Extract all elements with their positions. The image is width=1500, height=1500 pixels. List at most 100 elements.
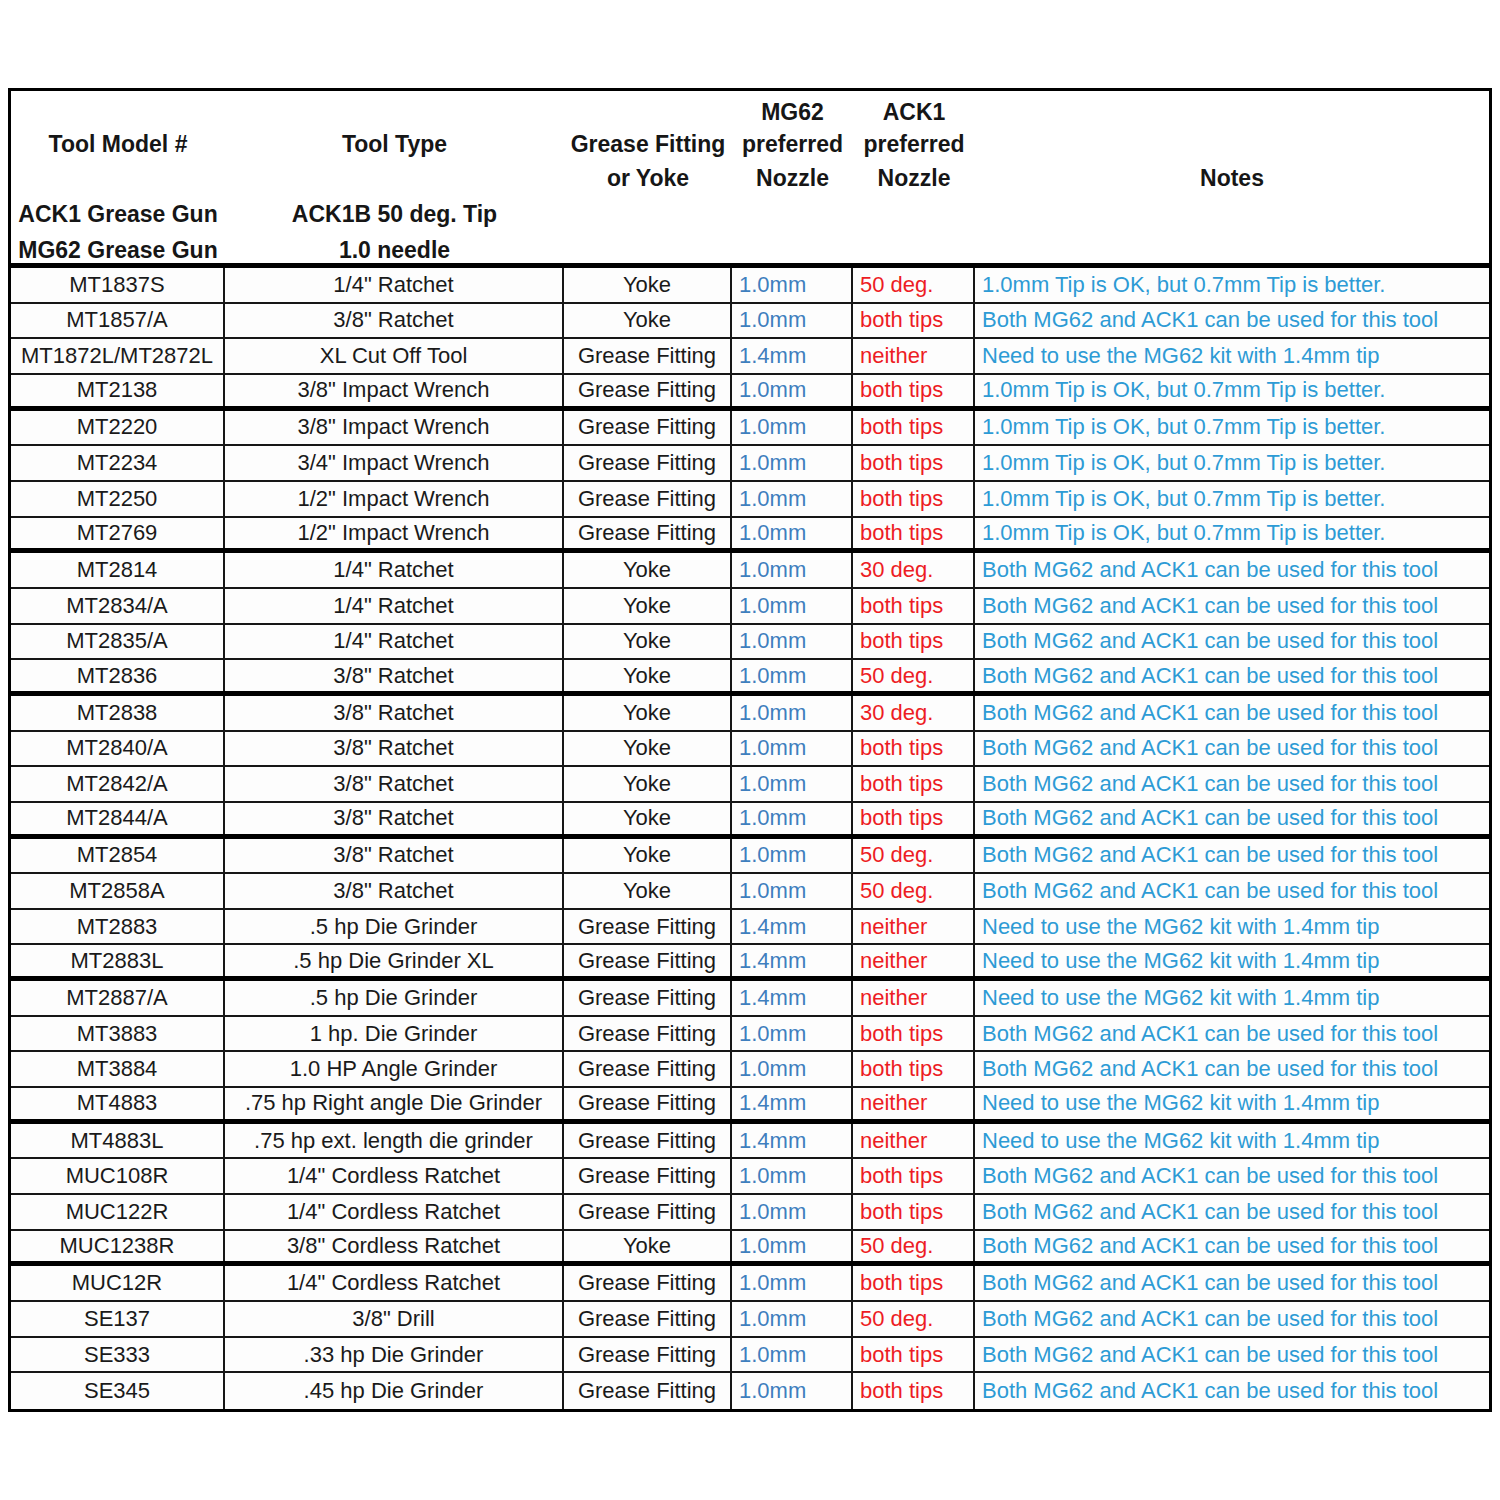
cell-mg62-nozzle: 1.0mm <box>732 1159 853 1193</box>
cell-type: 1.0 HP Angle Grinder <box>225 1052 564 1086</box>
cell-ack1-nozzle: both tips <box>853 446 975 480</box>
cell-mg62-nozzle: 1.0mm <box>732 1231 853 1262</box>
cell-note: Both MG62 and ACK1 can be used for this … <box>975 1373 1489 1409</box>
cell-mg62-nozzle: 1.0mm <box>732 411 853 445</box>
cell-type: .5 hp Die Grinder <box>225 910 564 944</box>
cell-note: Both MG62 and ACK1 can be used for this … <box>975 839 1489 873</box>
cell-note: Need to use the MG62 kit with 1.4mm tip <box>975 945 1489 976</box>
cell-note: 1.0mm Tip is OK, but 0.7mm Tip is better… <box>975 411 1489 445</box>
cell-mg62-nozzle: 1.0mm <box>732 553 853 587</box>
cell-type: 1/4" Ratchet <box>225 589 564 623</box>
table-row: MT21383/8" Impact WrenchGrease Fitting1.… <box>11 375 1489 411</box>
cell-mg62-nozzle: 1.0mm <box>732 1195 853 1229</box>
cell-mg62-nozzle: 1.0mm <box>732 767 853 801</box>
cell-fitting: Yoke <box>564 696 732 730</box>
cell-type: .5 hp Die Grinder XL <box>225 945 564 976</box>
cell-type: XL Cut Off Tool <box>225 339 564 373</box>
table-row: MT2844/A3/8" RatchetYoke1.0mmboth tipsBo… <box>11 803 1489 839</box>
cell-model: MT2250 <box>11 482 225 516</box>
table-row: MT2883.5 hp Die GrinderGrease Fitting1.4… <box>11 910 1489 946</box>
cell-ack1-nozzle: both tips <box>853 1338 975 1372</box>
table-row: MT2842/A3/8" RatchetYoke1.0mmboth tipsBo… <box>11 767 1489 803</box>
table-row: MT4883L.75 hp ext. length die grinderGre… <box>11 1124 1489 1160</box>
cell-ack1-nozzle: neither <box>853 981 975 1015</box>
cell-fitting: Yoke <box>564 625 732 659</box>
cell-fitting: Grease Fitting <box>564 1159 732 1193</box>
cell-note: Both MG62 and ACK1 can be used for this … <box>975 1302 1489 1336</box>
cell-note: Both MG62 and ACK1 can be used for this … <box>975 1052 1489 1086</box>
header-mg62-preferred: preferred <box>732 129 853 159</box>
cell-fitting: Grease Fitting <box>564 375 732 406</box>
table-row: MT28383/8" RatchetYoke1.0mm30 deg.Both M… <box>11 696 1489 732</box>
cell-fitting: Grease Fitting <box>564 1017 732 1051</box>
header-tool-model-label: Tool Model # <box>11 129 225 159</box>
table-row: SE345.45 hp Die GrinderGrease Fitting1.0… <box>11 1373 1489 1409</box>
cell-ack1-nozzle: both tips <box>853 767 975 801</box>
cell-type: 3/8" Ratchet <box>225 732 564 766</box>
cell-model: MT2220 <box>11 411 225 445</box>
cell-type: .75 hp ext. length die grinder <box>225 1124 564 1158</box>
cell-fitting: Yoke <box>564 268 732 302</box>
cell-fitting: Grease Fitting <box>564 482 732 516</box>
cell-ack1-nozzle: neither <box>853 945 975 976</box>
cell-ack1-nozzle: both tips <box>853 1159 975 1193</box>
cell-fitting: Grease Fitting <box>564 981 732 1015</box>
cell-fitting: Grease Fitting <box>564 1124 732 1158</box>
cell-type: 1/2" Impact Wrench <box>225 482 564 516</box>
cell-model: MUC122R <box>11 1195 225 1229</box>
cell-mg62-nozzle: 1.0mm <box>732 1017 853 1051</box>
cell-note: 1.0mm Tip is OK, but 0.7mm Tip is better… <box>975 518 1489 549</box>
cell-model: MT4883 <box>11 1088 225 1119</box>
cell-model: MT2814 <box>11 553 225 587</box>
cell-ack1-nozzle: 50 deg. <box>853 874 975 908</box>
cell-fitting: Grease Fitting <box>564 446 732 480</box>
cell-ack1-nozzle: 50 deg. <box>853 268 975 302</box>
cell-note: Both MG62 and ACK1 can be used for this … <box>975 660 1489 691</box>
cell-note: Both MG62 and ACK1 can be used for this … <box>975 767 1489 801</box>
table-row: MT2887/A.5 hp Die GrinderGrease Fitting1… <box>11 981 1489 1017</box>
header-col-tool-model: Tool Model # ACK1 Grease Gun MG62 Grease… <box>11 91 225 263</box>
header-mg62: MG62 <box>732 97 853 127</box>
cell-ack1-nozzle: both tips <box>853 375 975 406</box>
cell-mg62-nozzle: 1.0mm <box>732 375 853 406</box>
cell-type: 1/4" Ratchet <box>225 625 564 659</box>
cell-mg62-nozzle: 1.0mm <box>732 732 853 766</box>
table-row: MT28141/4" RatchetYoke1.0mm30 deg.Both M… <box>11 553 1489 589</box>
cell-ack1-nozzle: 30 deg. <box>853 696 975 730</box>
cell-type: 3/8" Ratchet <box>225 767 564 801</box>
cell-mg62-nozzle: 1.0mm <box>732 1052 853 1086</box>
cell-mg62-nozzle: 1.0mm <box>732 660 853 691</box>
cell-model: MT1872L/MT2872L <box>11 339 225 373</box>
cell-model: MUC1238R <box>11 1231 225 1262</box>
cell-note: Both MG62 and ACK1 can be used for this … <box>975 1231 1489 1262</box>
cell-type: 3/8" Ratchet <box>225 874 564 908</box>
table-row: MT22501/2" Impact WrenchGrease Fitting1.… <box>11 482 1489 518</box>
cell-model: MT2844/A <box>11 803 225 834</box>
cell-mg62-nozzle: 1.0mm <box>732 304 853 338</box>
cell-mg62-nozzle: 1.0mm <box>732 874 853 908</box>
cell-model: MT2883 <box>11 910 225 944</box>
cell-model: MT1857/A <box>11 304 225 338</box>
table-row: MT2834/A1/4" RatchetYoke1.0mmboth tipsBo… <box>11 589 1489 625</box>
cell-note: Both MG62 and ACK1 can be used for this … <box>975 803 1489 834</box>
cell-fitting: Yoke <box>564 767 732 801</box>
cell-model: MT2836 <box>11 660 225 691</box>
cell-type: 1/2" Impact Wrench <box>225 518 564 549</box>
cell-type: .75 hp Right angle Die Grinder <box>225 1088 564 1119</box>
cell-model: MT1837S <box>11 268 225 302</box>
cell-type: 3/8" Ratchet <box>225 803 564 834</box>
cell-type: 3/8" Drill <box>225 1302 564 1336</box>
header-col-mg62-nozzle: MG62 preferred Nozzle <box>732 91 853 263</box>
cell-fitting: Grease Fitting <box>564 339 732 373</box>
cell-fitting: Yoke <box>564 589 732 623</box>
cell-note: Both MG62 and ACK1 can be used for this … <box>975 589 1489 623</box>
table-row: MT22203/8" Impact WrenchGrease Fitting1.… <box>11 411 1489 447</box>
cell-type: 1/4" Ratchet <box>225 268 564 302</box>
cell-model: MT2138 <box>11 375 225 406</box>
header-col-fitting: Grease Fitting or Yoke <box>564 91 732 263</box>
cell-fitting: Grease Fitting <box>564 1052 732 1086</box>
cell-model: MUC12R <box>11 1266 225 1300</box>
table-row: SE333.33 hp Die GrinderGrease Fitting1.0… <box>11 1338 1489 1374</box>
table-row: MT27691/2" Impact WrenchGrease Fitting1.… <box>11 518 1489 554</box>
cell-mg62-nozzle: 1.0mm <box>732 803 853 834</box>
